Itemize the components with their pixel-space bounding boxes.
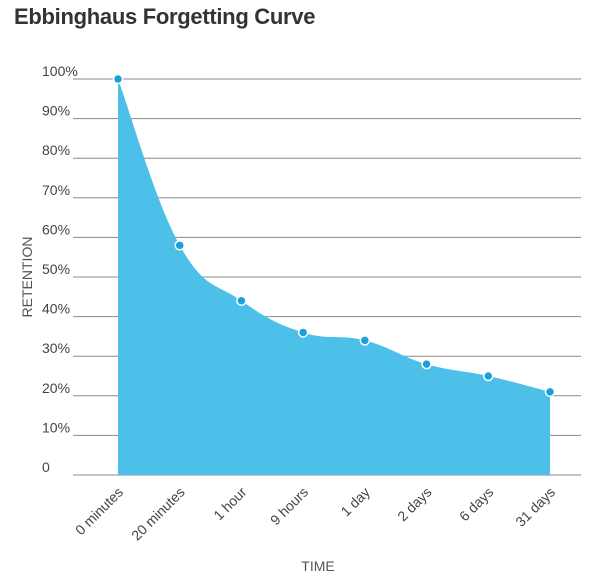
x-tick-label: 0 minutes xyxy=(72,484,126,538)
retention-area-fill xyxy=(118,79,550,475)
data-point-5 xyxy=(359,335,371,346)
data-point-8 xyxy=(544,386,556,398)
x-tick-label: 31 days xyxy=(512,484,558,530)
y-tick-label: 60% xyxy=(42,221,70,237)
data-point-2 xyxy=(174,240,185,251)
data-points xyxy=(112,73,556,398)
y-tick-label: 70% xyxy=(42,182,70,198)
data-point-4 xyxy=(297,327,309,338)
y-axis-label: RETENTION xyxy=(19,237,35,318)
y-tick-label: 80% xyxy=(42,142,70,158)
data-point-1 xyxy=(112,73,124,85)
data-point-7 xyxy=(483,370,494,382)
y-tick-label: 10% xyxy=(42,419,70,435)
y-tick-label: 100% xyxy=(42,63,78,79)
x-axis-ticks: 0 minutes 20 minutes 1 hour 9 hours 1 day 2 d… xyxy=(72,484,558,544)
y-tick-label: 30% xyxy=(42,340,70,356)
y-tick-label: 0 xyxy=(42,459,50,475)
y-tick-label: 90% xyxy=(42,103,70,119)
retention-area xyxy=(118,79,550,475)
x-tick-label: 20 minutes xyxy=(128,484,188,544)
y-axis-ticks: 0 10% 20% 30% 40% 50% 60% 70% 80% 90% 100% xyxy=(42,63,78,475)
data-point-6 xyxy=(421,358,432,370)
y-tick-label: 40% xyxy=(42,301,70,317)
x-tick-label: 6 days xyxy=(456,484,496,524)
x-tick-label: 1 hour xyxy=(210,484,250,524)
data-point-3 xyxy=(236,295,247,307)
x-tick-label: 2 days xyxy=(394,484,434,524)
y-tick-label: 50% xyxy=(42,261,70,277)
x-axis-label: TIME xyxy=(301,558,334,574)
x-tick-label: 1 day xyxy=(337,484,373,520)
chart-title: Ebbinghaus Forgetting Curve xyxy=(14,4,316,29)
y-tick-label: 20% xyxy=(42,380,70,396)
x-tick-label: 9 hours xyxy=(267,484,311,528)
